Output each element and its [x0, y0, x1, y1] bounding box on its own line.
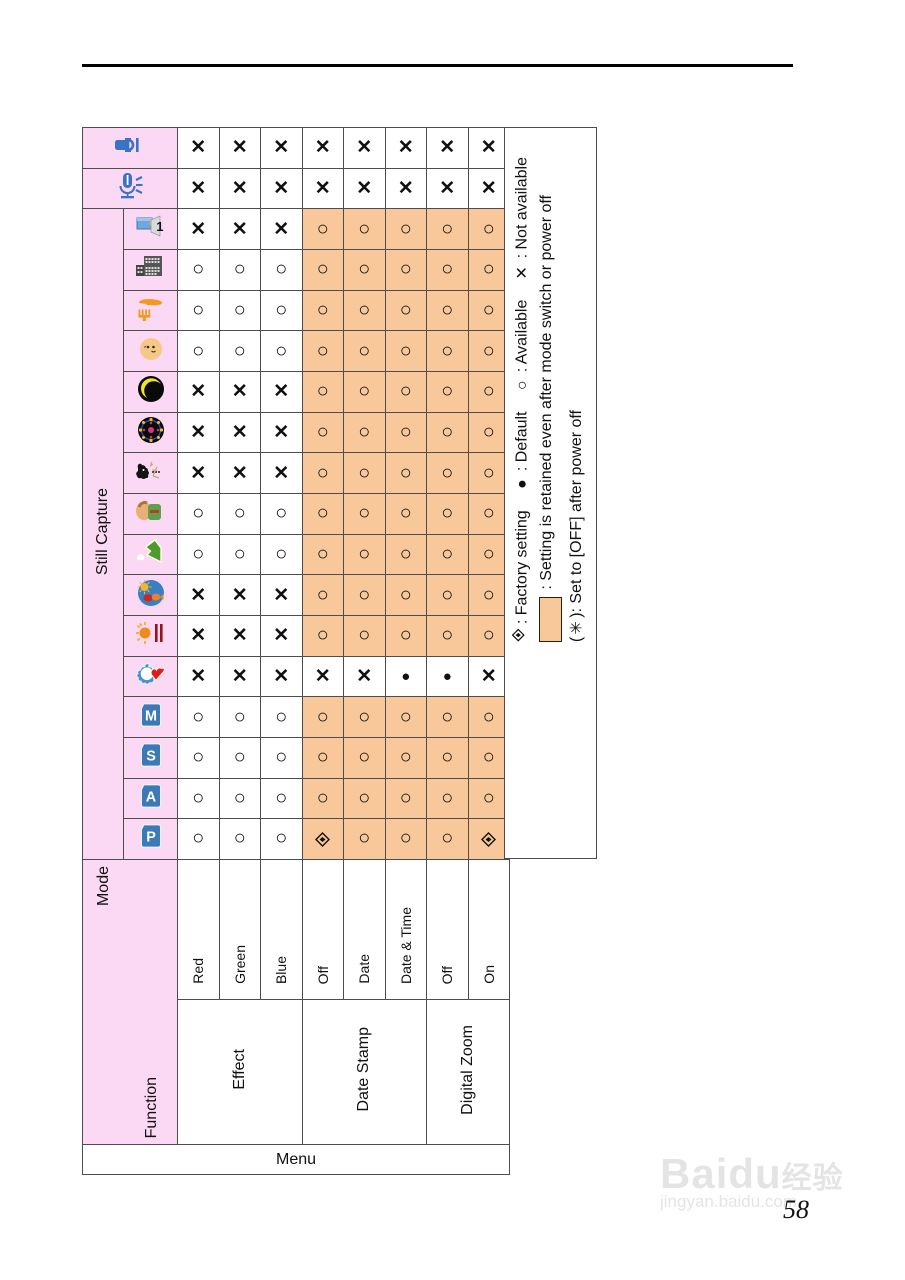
svg-text:S: S: [146, 749, 156, 765]
svg-text:M: M: [145, 708, 157, 724]
svg-text:P: P: [146, 830, 156, 846]
svg-text:1: 1: [156, 219, 163, 234]
svg-text:A: A: [145, 789, 156, 805]
